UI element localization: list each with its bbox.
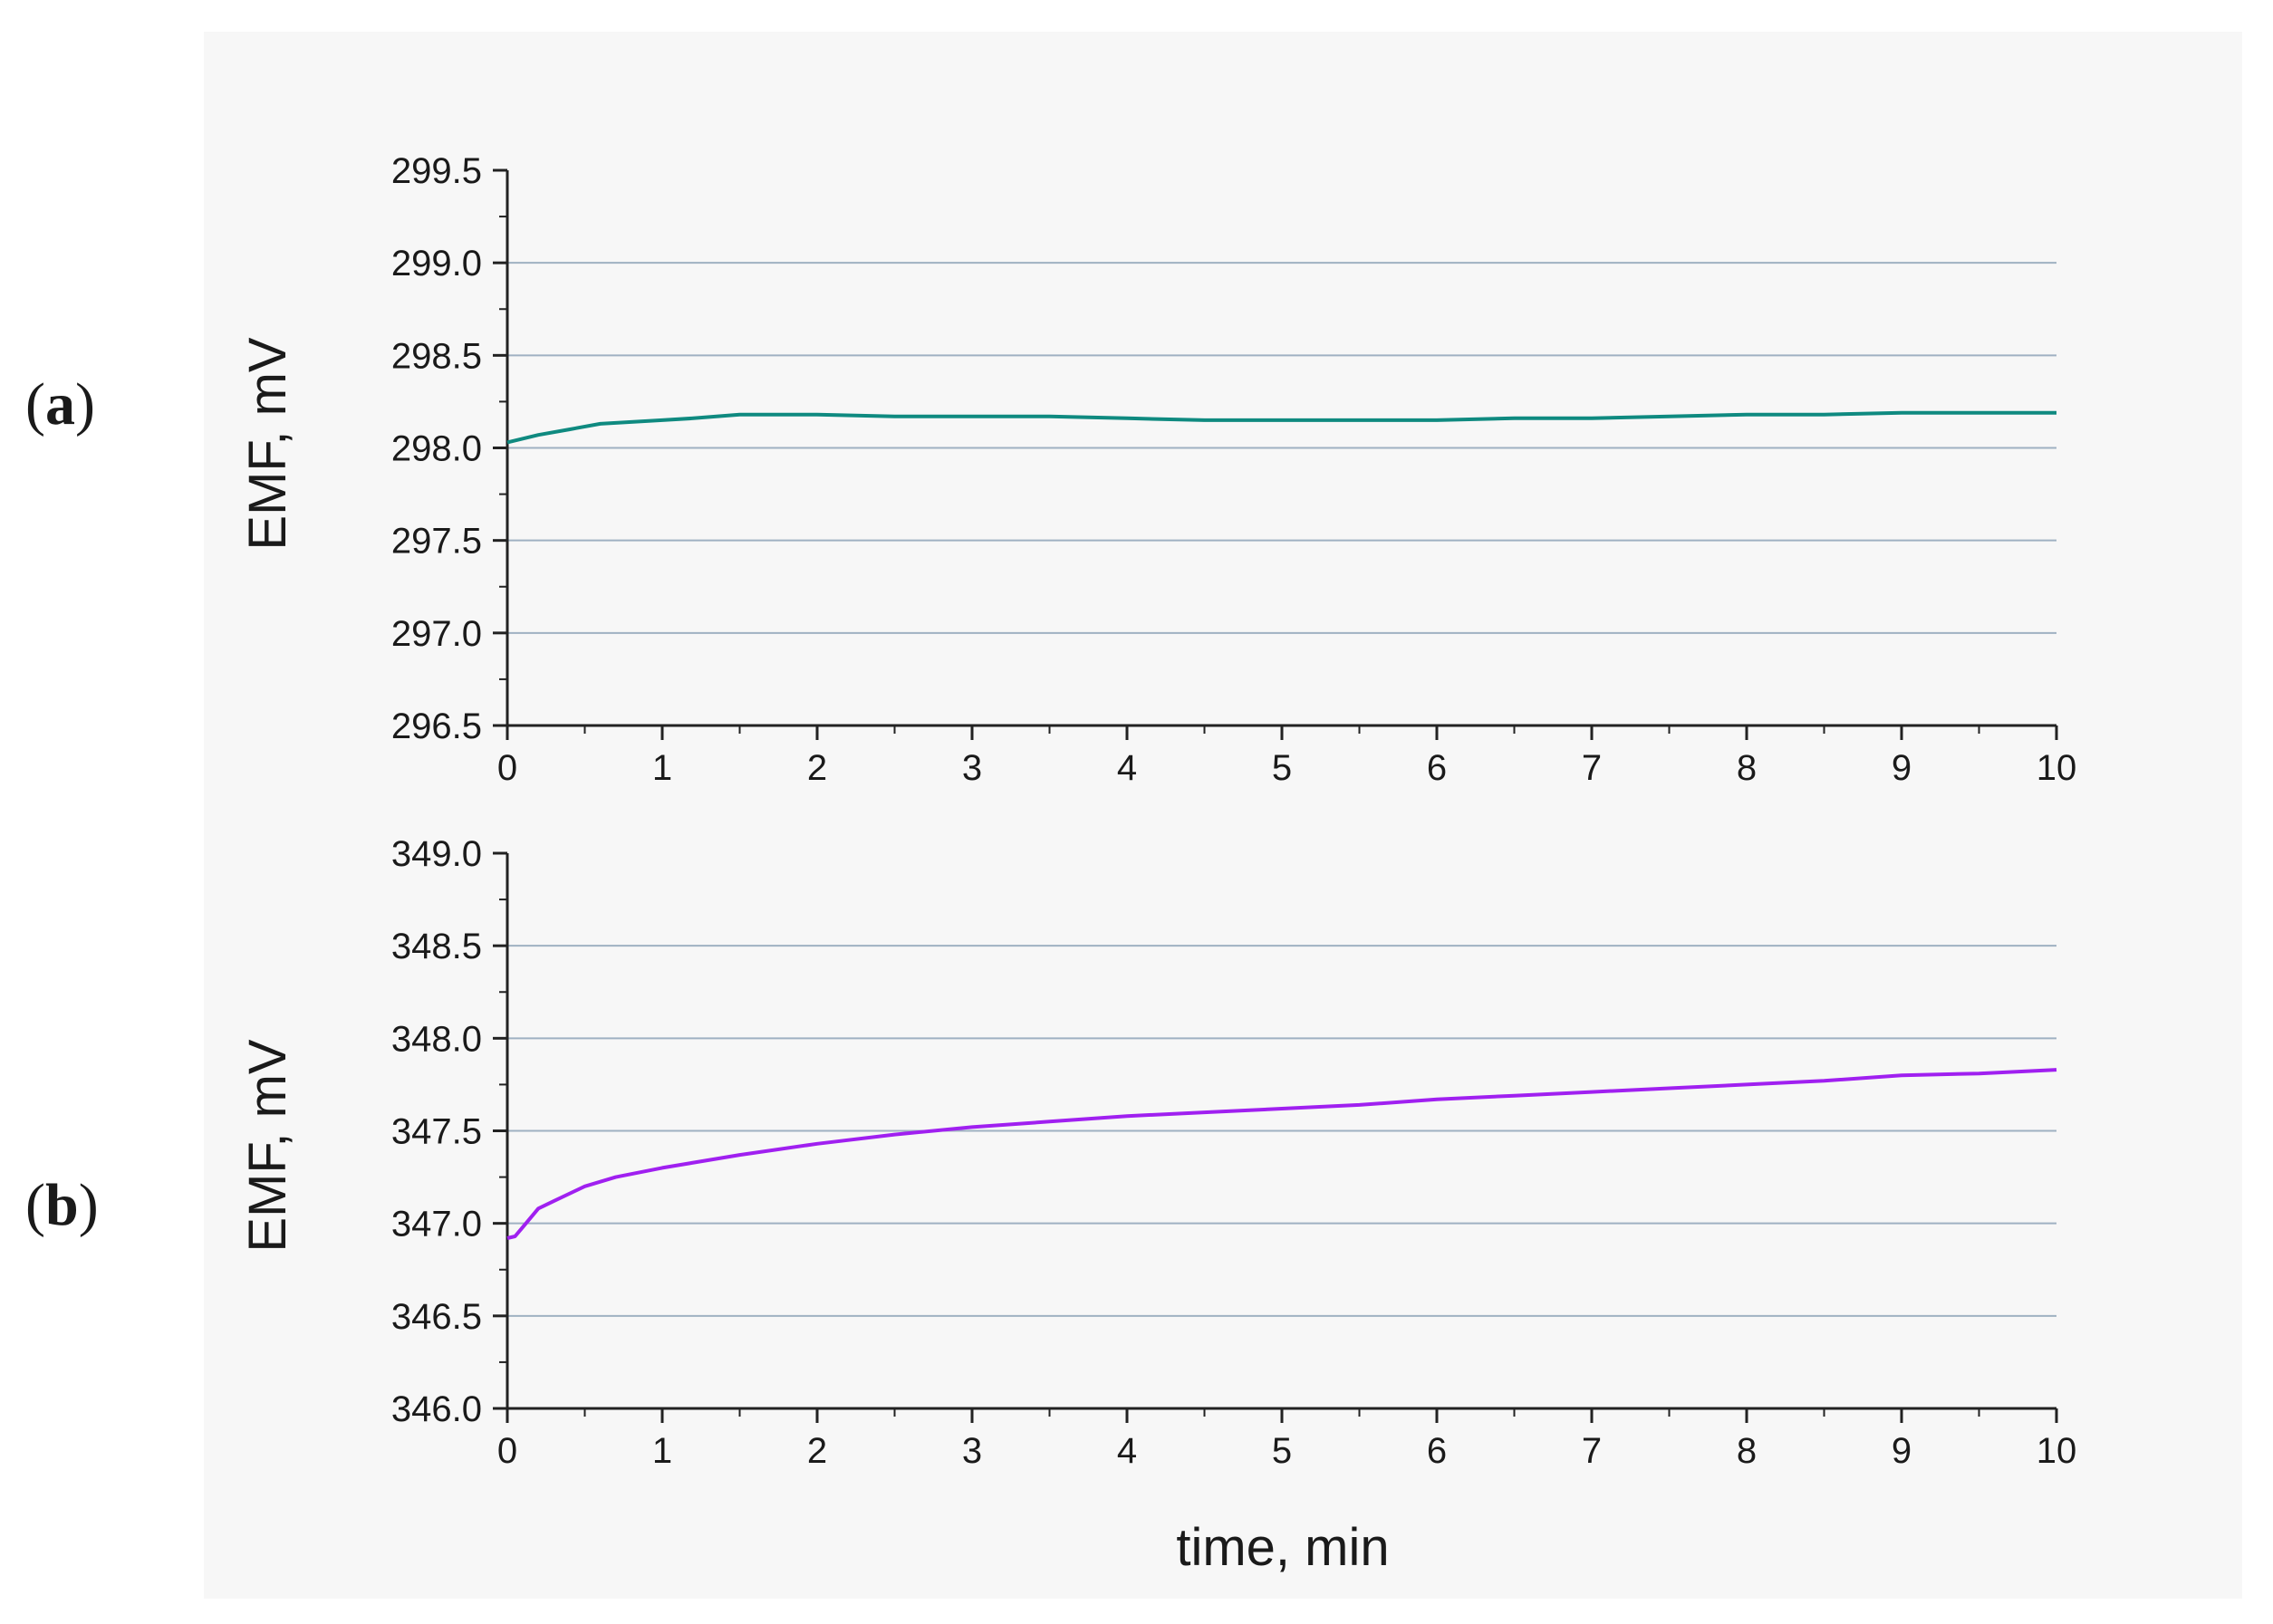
- y-tick-label-a-1: 297.0: [391, 614, 482, 654]
- x-tick-label-b-9: 9: [1892, 1431, 1912, 1471]
- x-tick-label-a-3: 3: [962, 748, 982, 788]
- x-tick-label-a-5: 5: [1272, 748, 1292, 788]
- x-tick-label-b-3: 3: [962, 1431, 982, 1471]
- panel-label-a: (a): [25, 371, 95, 437]
- y-tick-label-a-3: 298.0: [391, 429, 482, 469]
- y-tick-label-b-0: 346.0: [391, 1389, 482, 1429]
- x-tick-label-b-5: 5: [1272, 1431, 1292, 1471]
- series-line-b-0: [506, 1068, 2057, 1240]
- y-tick-label-b-1: 346.5: [391, 1297, 482, 1337]
- x-axis-title: time, min: [1176, 1518, 1389, 1577]
- x-tick-label-b-0: 0: [497, 1431, 517, 1471]
- panel-a: 296.5 297.0 297.5 298.0 298.5 299.0 299.5 0 1 2 3 4…: [391, 151, 2076, 788]
- y-axis-title-b: EMF, mV: [238, 1039, 297, 1253]
- x-tick-label-a-10: 10: [2037, 748, 2077, 788]
- y-tick-label-b-5: 348.5: [391, 927, 482, 966]
- x-tick-label-b-6: 6: [1427, 1431, 1447, 1471]
- y-tick-label-b-2: 347.0: [391, 1205, 482, 1244]
- y-tick-label-a-2: 297.5: [391, 522, 482, 562]
- y-tick-label-b-3: 347.5: [391, 1112, 482, 1152]
- y-tick-label-a-5: 299.0: [391, 244, 482, 283]
- x-tick-label-a-2: 2: [807, 748, 827, 788]
- y-tick-label-b-4: 348.0: [391, 1019, 482, 1059]
- x-tick-label-a-4: 4: [1117, 748, 1137, 788]
- figure-background: [204, 32, 2242, 1599]
- x-tick-label-a-1: 1: [652, 748, 672, 788]
- x-tick-label-a-0: 0: [497, 748, 517, 788]
- x-tick-label-b-8: 8: [1737, 1431, 1757, 1471]
- y-tick-label-b-6: 349.0: [391, 834, 482, 874]
- x-tick-label-b-1: 1: [652, 1431, 672, 1471]
- y-tick-label-a-4: 298.5: [391, 336, 482, 376]
- panel-b: 346.0 346.5 347.0 347.5 348.0 348.5 349.0 0 1 2 3 4…: [391, 834, 2076, 1471]
- x-tick-label-b-10: 10: [2037, 1431, 2077, 1471]
- x-tick-label-b-4: 4: [1117, 1431, 1137, 1471]
- y-axis-title-a: EMF, mV: [238, 337, 297, 551]
- x-tick-label-a-8: 8: [1737, 748, 1757, 788]
- panel-label-b: (b): [25, 1172, 99, 1238]
- y-tick-label-a-0: 296.5: [391, 706, 482, 746]
- x-tick-label-b-2: 2: [807, 1431, 827, 1471]
- x-tick-label-a-6: 6: [1427, 748, 1447, 788]
- y-tick-label-a-6: 299.5: [391, 151, 482, 191]
- x-tick-label-b-7: 7: [1582, 1431, 1602, 1471]
- x-tick-label-a-7: 7: [1582, 748, 1602, 788]
- series-line-a-0: [506, 410, 2056, 445]
- x-tick-label-a-9: 9: [1892, 748, 1912, 788]
